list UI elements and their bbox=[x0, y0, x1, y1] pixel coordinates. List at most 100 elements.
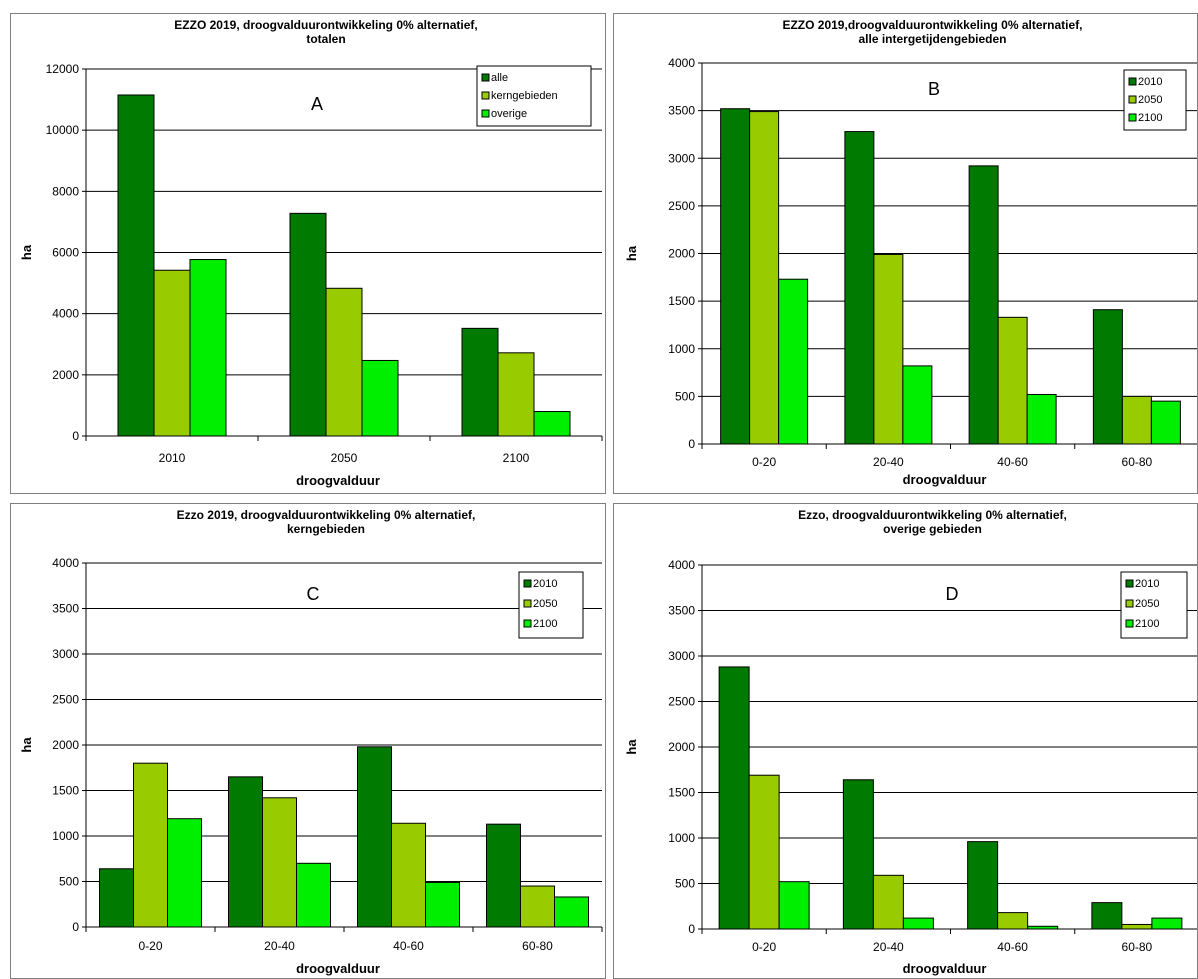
y-tick-label: 2000 bbox=[668, 740, 695, 754]
chart-panel-a: EZZO 2019, droogvalduurontwikkeling 0% a… bbox=[10, 13, 606, 494]
bar bbox=[325, 287, 363, 437]
bar bbox=[902, 365, 933, 445]
chart-title: EZZO 2019, droogvalduurontwikkeling 0% a… bbox=[174, 18, 477, 32]
panel-letter: D bbox=[946, 584, 959, 604]
legend-label: 2050 bbox=[1138, 94, 1162, 106]
bar bbox=[133, 762, 168, 928]
y-tick-label: 12000 bbox=[46, 62, 80, 76]
x-axis-label: droogvalduur bbox=[903, 961, 987, 976]
bar bbox=[778, 881, 810, 930]
bar bbox=[1121, 923, 1153, 930]
bar bbox=[720, 108, 751, 445]
bar bbox=[1150, 400, 1181, 445]
y-tick-label: 4000 bbox=[668, 558, 695, 572]
bar bbox=[872, 874, 904, 930]
bar bbox=[997, 912, 1029, 930]
bar bbox=[153, 269, 191, 437]
bar bbox=[997, 316, 1028, 445]
y-tick-label: 0 bbox=[688, 437, 695, 451]
legend-swatch bbox=[523, 579, 532, 588]
x-axis-label: droogvalduur bbox=[903, 472, 987, 487]
x-tick-label: 60-80 bbox=[1122, 455, 1153, 469]
x-tick-label: 0-20 bbox=[752, 455, 776, 469]
legend-label: kerngebieden bbox=[491, 90, 558, 102]
y-tick-label: 3000 bbox=[668, 151, 695, 165]
legend-swatch bbox=[1128, 95, 1137, 104]
legend-label: 2100 bbox=[1138, 112, 1162, 124]
legend-label: alle bbox=[491, 72, 508, 84]
x-tick-label: 2010 bbox=[159, 451, 186, 465]
bar bbox=[497, 352, 535, 437]
y-tick-label: 500 bbox=[59, 875, 79, 889]
bar bbox=[967, 841, 999, 930]
y-tick-label: 3500 bbox=[668, 104, 695, 118]
x-axis-label: droogvalduur bbox=[296, 961, 380, 976]
y-axis-label: ha bbox=[624, 739, 639, 755]
y-tick-label: 2500 bbox=[668, 199, 695, 213]
y-tick-label: 500 bbox=[675, 877, 695, 891]
bar bbox=[189, 259, 227, 437]
chart-title: Ezzo, droogvalduurontwikkeling 0% altern… bbox=[798, 508, 1067, 522]
y-tick-label: 1000 bbox=[52, 829, 79, 843]
bar bbox=[968, 165, 999, 445]
bar bbox=[554, 896, 589, 928]
bar bbox=[391, 822, 426, 928]
bar bbox=[461, 327, 499, 437]
y-tick-label: 0 bbox=[72, 429, 79, 443]
legend-label: 2050 bbox=[1135, 598, 1159, 610]
y-tick-label: 1500 bbox=[668, 786, 695, 800]
y-tick-label: 4000 bbox=[52, 307, 79, 321]
chart-svg-b: EZZO 2019,droogvalduurontwikkeling 0% al… bbox=[624, 18, 1197, 487]
legend-label: 2100 bbox=[1135, 618, 1159, 630]
bar bbox=[1027, 925, 1059, 930]
y-tick-label: 1500 bbox=[52, 784, 79, 798]
y-tick-label: 1000 bbox=[668, 831, 695, 845]
chart-panel-d: Ezzo, droogvalduurontwikkeling 0% altern… bbox=[613, 503, 1198, 979]
chart-title: alle intergetijdengebieden bbox=[858, 32, 1006, 46]
chart-title: EZZO 2019,droogvalduurontwikkeling 0% al… bbox=[782, 18, 1082, 32]
bar bbox=[361, 359, 399, 437]
y-tick-label: 2500 bbox=[52, 693, 79, 707]
y-tick-label: 1000 bbox=[668, 342, 695, 356]
chart-svg-c: Ezzo 2019, droogvalduurontwikkeling 0% a… bbox=[19, 508, 603, 976]
legend-label: 2050 bbox=[533, 598, 557, 610]
chart-svg-a: EZZO 2019, droogvalduurontwikkeling 0% a… bbox=[19, 18, 603, 488]
legend-box bbox=[476, 65, 592, 127]
bar bbox=[357, 746, 392, 928]
bar bbox=[228, 776, 263, 928]
bar bbox=[1151, 917, 1183, 930]
y-tick-label: 500 bbox=[675, 389, 695, 403]
legend-swatch bbox=[481, 73, 490, 82]
chart-panel-c: Ezzo 2019, droogvalduurontwikkeling 0% a… bbox=[10, 503, 606, 979]
y-tick-label: 3000 bbox=[52, 647, 79, 661]
legend-label: 2010 bbox=[533, 578, 557, 590]
x-tick-label: 60-80 bbox=[522, 939, 553, 953]
x-tick-label: 20-40 bbox=[873, 940, 904, 954]
legend-swatch bbox=[523, 599, 532, 608]
y-axis-label: ha bbox=[19, 737, 34, 753]
chart-svg-d: Ezzo, droogvalduurontwikkeling 0% altern… bbox=[624, 508, 1197, 976]
y-tick-label: 2000 bbox=[52, 738, 79, 752]
x-tick-label: 40-60 bbox=[997, 455, 1028, 469]
x-tick-label: 40-60 bbox=[393, 939, 424, 953]
bar bbox=[520, 885, 555, 928]
bar bbox=[748, 774, 780, 930]
x-tick-label: 20-40 bbox=[873, 455, 904, 469]
bar bbox=[1091, 902, 1123, 930]
bar bbox=[1121, 395, 1152, 445]
y-tick-label: 2000 bbox=[668, 247, 695, 261]
legend-swatch bbox=[1125, 619, 1134, 628]
legend-label: 2010 bbox=[1138, 76, 1162, 88]
x-tick-label: 2100 bbox=[503, 451, 530, 465]
chart-title: totalen bbox=[306, 32, 345, 46]
bar bbox=[873, 253, 904, 445]
y-tick-label: 1500 bbox=[668, 294, 695, 308]
chart-title: Ezzo 2019, droogvalduurontwikkeling 0% a… bbox=[177, 508, 476, 522]
legend-swatch bbox=[1125, 579, 1134, 588]
y-tick-label: 4000 bbox=[52, 556, 79, 570]
y-tick-label: 2000 bbox=[52, 368, 79, 382]
panel-letter: C bbox=[307, 584, 320, 604]
panel-letter: A bbox=[311, 94, 323, 114]
bar bbox=[533, 411, 571, 437]
y-tick-label: 10000 bbox=[46, 123, 80, 137]
